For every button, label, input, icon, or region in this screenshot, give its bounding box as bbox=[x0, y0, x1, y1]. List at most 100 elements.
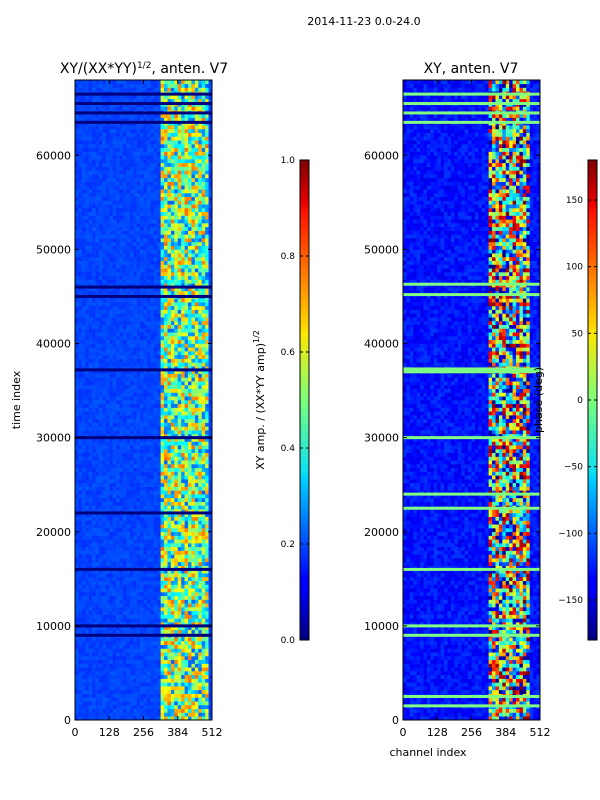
heatmap-cell bbox=[208, 373, 213, 378]
heatmap-cell bbox=[205, 396, 209, 401]
heatmap-cell bbox=[184, 475, 189, 480]
heatmap-cell bbox=[126, 622, 131, 627]
heatmap-cell bbox=[174, 580, 179, 585]
heatmap-cell bbox=[122, 298, 127, 303]
heatmap-cell bbox=[188, 400, 192, 405]
heatmap-cell bbox=[133, 366, 137, 371]
heatmap-cell bbox=[105, 260, 110, 265]
heatmap-cell bbox=[126, 512, 131, 517]
heatmap-cell bbox=[188, 573, 192, 578]
heatmap-cell bbox=[170, 328, 175, 333]
heatmap-cell bbox=[146, 373, 151, 378]
heatmap-cell bbox=[102, 377, 107, 382]
amplitude-title: XY/(XX*YY)1/2, anten. V7 bbox=[60, 61, 228, 77]
heatmap-cell bbox=[78, 415, 83, 420]
heatmap-cell bbox=[181, 339, 185, 344]
heatmap-cell bbox=[205, 520, 209, 525]
heatmap-cell bbox=[129, 347, 134, 352]
heatmap-cell bbox=[208, 305, 213, 310]
heatmap-cell bbox=[112, 531, 117, 536]
heatmap-cell bbox=[157, 320, 161, 325]
heatmap-cell bbox=[177, 305, 182, 310]
heatmap-cell bbox=[184, 648, 189, 653]
heatmap-cell bbox=[181, 678, 185, 683]
heatmap-cell bbox=[184, 528, 189, 533]
heatmap-cell bbox=[122, 599, 127, 604]
heatmap-cell bbox=[78, 678, 83, 683]
heatmap-cell bbox=[112, 256, 117, 261]
heatmap-cell bbox=[150, 524, 155, 529]
heatmap-cell bbox=[136, 708, 141, 713]
heatmap-cell bbox=[198, 467, 203, 472]
heatmap-cell bbox=[146, 550, 151, 555]
heatmap-cell bbox=[122, 260, 127, 265]
heatmap-cell bbox=[122, 384, 127, 389]
heatmap-cell bbox=[177, 302, 182, 307]
heatmap-cell bbox=[164, 689, 168, 694]
heatmap-cell bbox=[150, 550, 155, 555]
heatmap-cell bbox=[153, 689, 158, 694]
heatmap-cell bbox=[98, 471, 103, 476]
heatmap-cell bbox=[157, 671, 161, 676]
heatmap-cell bbox=[98, 659, 103, 664]
heatmap-cell bbox=[208, 516, 213, 521]
heatmap-cell bbox=[157, 460, 161, 465]
heatmap-cell bbox=[136, 686, 141, 691]
heatmap-cell bbox=[208, 546, 213, 551]
heatmap-cell bbox=[75, 392, 79, 397]
heatmap-cell bbox=[164, 512, 168, 517]
heatmap-cell bbox=[160, 524, 165, 529]
heatmap-cell bbox=[133, 486, 137, 491]
heatmap-cell bbox=[181, 351, 185, 356]
heatmap-cell bbox=[98, 272, 103, 277]
heatmap-cell bbox=[167, 433, 172, 438]
heatmap-cell bbox=[140, 426, 144, 431]
heatmap-cell bbox=[136, 418, 141, 423]
heatmap-cell bbox=[167, 377, 172, 382]
heatmap-cell bbox=[116, 448, 120, 453]
heatmap-cell bbox=[170, 302, 175, 307]
heatmap-cell bbox=[85, 392, 89, 397]
heatmap-cell bbox=[208, 384, 213, 389]
heatmap-cell bbox=[181, 550, 185, 555]
heatmap-cell bbox=[205, 272, 209, 277]
heatmap-cell bbox=[191, 599, 196, 604]
heatmap-cell bbox=[126, 656, 131, 661]
heatmap-cell bbox=[143, 576, 148, 581]
heatmap-cell bbox=[136, 475, 141, 480]
heatmap-cell bbox=[109, 441, 113, 446]
heatmap-cell bbox=[181, 716, 185, 721]
heatmap-cell bbox=[81, 592, 86, 597]
heatmap-cell bbox=[157, 268, 161, 273]
heatmap-cell bbox=[136, 377, 141, 382]
heatmap-cell bbox=[164, 524, 168, 529]
heatmap-cell bbox=[181, 347, 185, 352]
heatmap-cell bbox=[119, 418, 124, 423]
heatmap-cell bbox=[109, 494, 113, 499]
heatmap-cell bbox=[157, 497, 161, 502]
heatmap-cell bbox=[119, 287, 124, 292]
heatmap-cell bbox=[95, 629, 100, 634]
heatmap-cell bbox=[208, 629, 213, 634]
heatmap-cell bbox=[88, 377, 93, 382]
heatmap-cell bbox=[85, 704, 89, 709]
heatmap-cell bbox=[188, 479, 192, 484]
heatmap-cell bbox=[81, 648, 86, 653]
heatmap-cell bbox=[208, 302, 213, 307]
heatmap-cell bbox=[78, 558, 83, 563]
heatmap-cell bbox=[164, 448, 168, 453]
heatmap-cell bbox=[119, 320, 124, 325]
heatmap-cell bbox=[160, 497, 165, 502]
heatmap-cell bbox=[122, 704, 127, 709]
heatmap-cell bbox=[78, 445, 83, 450]
heatmap-cell bbox=[81, 351, 86, 356]
heatmap-cell bbox=[98, 448, 103, 453]
heatmap-cell bbox=[191, 377, 196, 382]
heatmap-cell bbox=[188, 471, 192, 476]
heatmap-cell bbox=[88, 351, 93, 356]
heatmap-cell bbox=[119, 388, 124, 393]
heatmap-cell bbox=[164, 392, 168, 397]
heatmap-cell bbox=[160, 716, 165, 721]
heatmap-cell bbox=[208, 490, 213, 495]
heatmap-cell bbox=[157, 516, 161, 521]
